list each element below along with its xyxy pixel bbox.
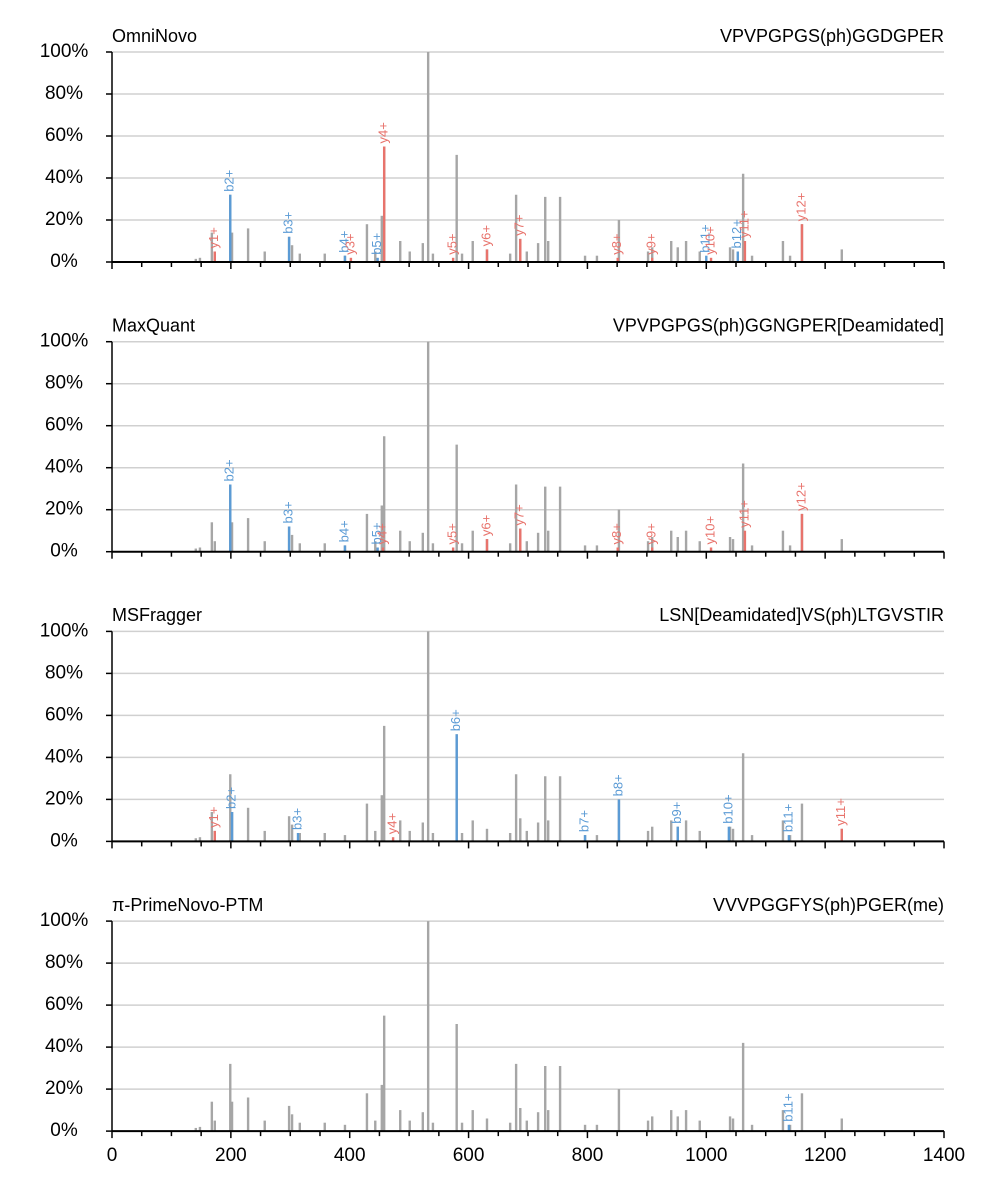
y-tick-label: 40% (45, 1036, 83, 1057)
ion-label: b12+ (729, 219, 744, 248)
ion-label: y5+ (445, 233, 460, 254)
ion-label: b4+ (336, 231, 351, 253)
ion-label: b2+ (222, 170, 237, 192)
y-tick-label: 80% (45, 83, 83, 104)
y-tick-label: 100% (40, 331, 89, 352)
peptide: VVVPGGFYS(ph)PGER(me) (713, 895, 944, 915)
y-tick-label: 100% (40, 41, 89, 62)
x-tick-label: 1400 (923, 1145, 965, 1166)
y-tick-label: 0% (50, 251, 78, 272)
ion-label: b4+ (336, 520, 351, 542)
panel-title: OmniNovo (112, 26, 197, 46)
ion-label: y1+ (206, 807, 221, 828)
ion-label: b7+ (576, 810, 591, 832)
x-tick-label: 200 (215, 1145, 247, 1166)
ion-label: y9+ (644, 233, 659, 254)
y-tick-label: 60% (45, 415, 83, 436)
panel-title: π-PrimeNovo-PTM (112, 895, 263, 915)
ion-label: y12+ (793, 482, 808, 511)
y-tick-label: 80% (45, 373, 83, 394)
ion-label: b3+ (289, 808, 304, 830)
ion-label: b6+ (448, 709, 463, 731)
ion-label: y10+ (702, 226, 717, 255)
x-tick-label: 800 (572, 1145, 604, 1166)
ion-label: y11+ (736, 210, 751, 238)
y-tick-label: 20% (45, 1078, 83, 1099)
ion-label: y1+ (206, 227, 221, 248)
y-tick-label: 20% (45, 209, 83, 230)
ion-label: y11+ (833, 798, 848, 826)
y-tick-label: 60% (45, 994, 83, 1015)
y-tick-label: 0% (50, 541, 78, 562)
ion-label: b10+ (720, 794, 735, 823)
ion-label: b5+ (369, 233, 384, 255)
ion-label: y4+ (376, 122, 391, 143)
ion-label: y8+ (609, 523, 624, 544)
ion-label: b11+ (780, 1093, 795, 1121)
ion-label: b9+ (669, 802, 684, 824)
ion-label: b5+ (369, 522, 384, 544)
peptide: VPVPGPGS(ph)GGNGPER[Deamidated] (613, 315, 944, 335)
ion-label: y7+ (512, 215, 527, 236)
ion-label: y4+ (374, 523, 389, 544)
y-tick-label: 40% (45, 746, 83, 767)
y-tick-label: 0% (50, 1120, 78, 1141)
x-tick-label: 0 (107, 1145, 118, 1166)
ion-label: b11+ (780, 804, 795, 832)
ion-label: y10+ (702, 516, 717, 545)
y-tick-label: 80% (45, 662, 83, 683)
ion-label: y11+ (736, 500, 751, 528)
ion-label: b11+ (698, 224, 713, 252)
ion-label: y12+ (793, 193, 808, 222)
peptide: VPVPGPGS(ph)GGDGPER (720, 26, 944, 46)
y-tick-label: 60% (45, 704, 83, 725)
ion-label: y9+ (644, 523, 659, 544)
ion-label: y6+ (478, 225, 493, 246)
ion-label: b3+ (281, 501, 296, 523)
ion-label: b8+ (610, 774, 625, 796)
y-tick-label: 40% (45, 167, 83, 188)
y-tick-label: 20% (45, 788, 83, 809)
ion-label: y8+ (609, 233, 624, 254)
ion-label: y5+ (445, 523, 460, 544)
x-tick-label: 400 (334, 1145, 366, 1166)
peptide: LSN[Deamidated]VS(ph)LTGVSTIR (659, 605, 944, 625)
ion-label: y3+ (342, 233, 357, 254)
ion-label: y6+ (478, 515, 493, 536)
y-tick-label: 80% (45, 952, 83, 973)
y-tick-label: 100% (40, 620, 89, 641)
y-tick-label: 60% (45, 125, 83, 146)
x-tick-label: 600 (453, 1145, 485, 1166)
x-tick-label: 1200 (804, 1145, 846, 1166)
panel-title: MSFragger (112, 605, 202, 625)
ion-label: b2+ (222, 459, 237, 481)
y-tick-label: 20% (45, 499, 83, 520)
x-tick-label: 1000 (685, 1145, 727, 1166)
panel-title: MaxQuant (112, 315, 195, 335)
y-tick-label: 0% (50, 830, 78, 851)
ion-label: y7+ (512, 504, 527, 525)
y-tick-label: 40% (45, 457, 83, 478)
ion-label: b2+ (223, 787, 238, 809)
y-tick-label: 100% (40, 910, 89, 931)
ion-label: b3+ (281, 212, 296, 234)
ion-label: y4+ (385, 813, 400, 834)
